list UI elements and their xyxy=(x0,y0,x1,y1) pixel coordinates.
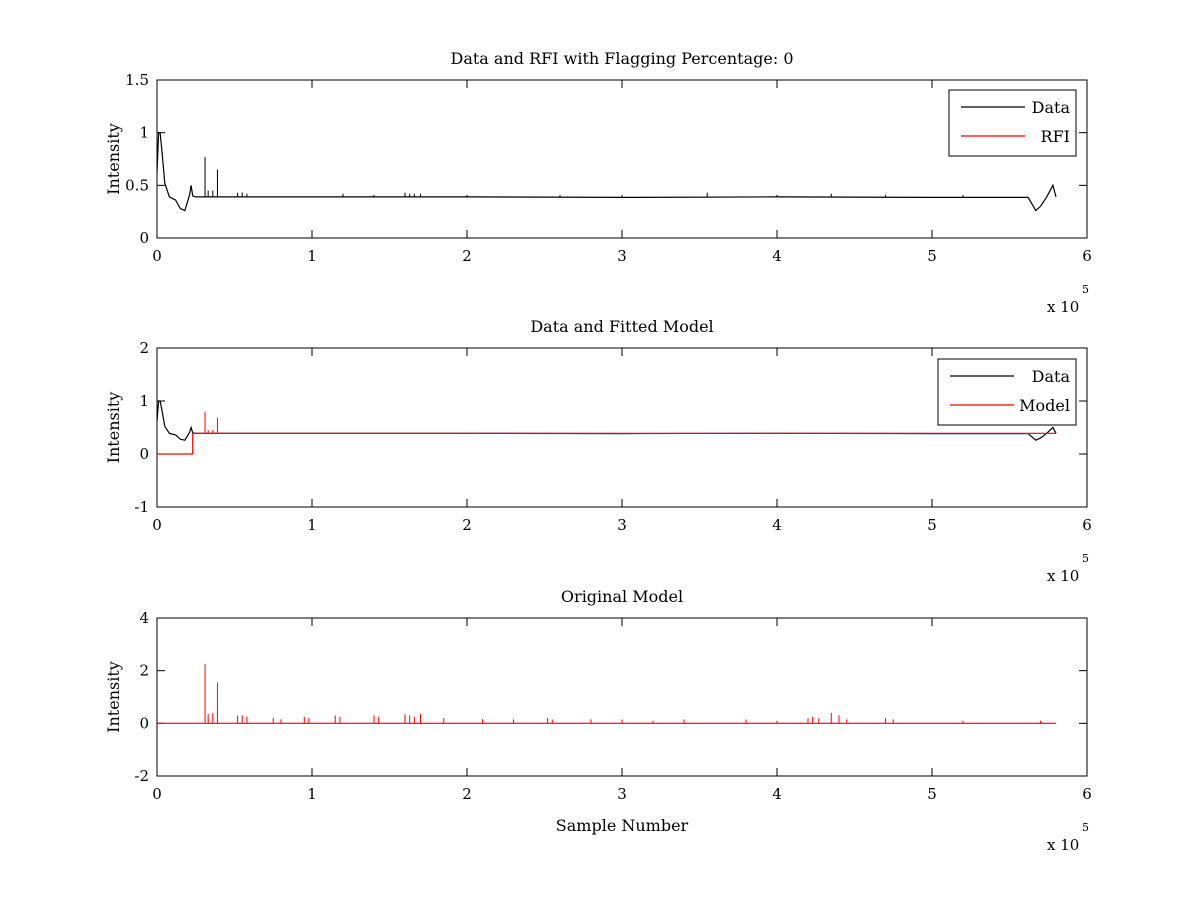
x-tick-label: 2 xyxy=(462,785,472,803)
x-tick-label: 3 xyxy=(617,785,627,803)
x-exponent-power: 5 xyxy=(1082,821,1089,834)
y-axis-label: Intensity xyxy=(104,661,123,733)
x-tick-label: 2 xyxy=(462,247,472,265)
x-tick-label: 6 xyxy=(1082,247,1092,265)
legend-box xyxy=(948,89,1077,157)
y-axis-label: Intensity xyxy=(104,392,123,464)
plot-area xyxy=(157,400,1057,455)
axes-box xyxy=(156,79,1088,239)
x-tick-label: 0 xyxy=(152,247,162,265)
legend-label: Data xyxy=(1032,367,1071,386)
x-tick-label: 5 xyxy=(927,247,937,265)
x-tick-label: 0 xyxy=(152,516,162,534)
y-tick-label: 2 xyxy=(139,662,149,680)
legend-label: Model xyxy=(1019,396,1070,415)
y-tick-label: 0 xyxy=(139,229,149,247)
series-model-line xyxy=(157,432,1056,455)
y-tick-label: 1.5 xyxy=(125,71,149,89)
y-axis-label: Intensity xyxy=(104,123,123,195)
y-tick-label: -2 xyxy=(134,767,149,785)
x-tick-label: 5 xyxy=(927,785,937,803)
x-tick-label: 4 xyxy=(772,247,782,265)
axes-box xyxy=(156,347,1088,508)
plot-area xyxy=(157,132,1057,212)
chart-title: Data and RFI with Flagging Percentage: 0 xyxy=(450,49,793,68)
x-tick-label: 3 xyxy=(617,516,627,534)
y-tick-label: -1 xyxy=(134,498,149,516)
x-tick-label: 6 xyxy=(1082,516,1092,534)
x-tick-label: 2 xyxy=(462,516,472,534)
y-tick-label: 0.5 xyxy=(125,176,149,194)
x-exponent-base: x 10 xyxy=(1047,298,1079,316)
legend-label: RFI xyxy=(1041,127,1070,146)
axes-box xyxy=(156,617,1088,777)
legend: Data RFI xyxy=(948,89,1077,157)
y-tick-label: 1 xyxy=(139,124,149,142)
x-tick-label: 6 xyxy=(1082,785,1092,803)
y-tick-label: 4 xyxy=(139,609,149,627)
legend-label: Data xyxy=(1032,98,1071,117)
x-exponent-base: x 10 xyxy=(1047,567,1079,585)
x-exponent-power: 5 xyxy=(1082,552,1089,565)
x-tick-label: 3 xyxy=(617,247,627,265)
x-tick-label: 4 xyxy=(772,785,782,803)
x-tick-label: 1 xyxy=(307,785,317,803)
x-tick-label: 0 xyxy=(152,785,162,803)
chart-title: Data and Fitted Model xyxy=(530,317,713,336)
x-exponent-power: 5 xyxy=(1082,283,1089,296)
legend: Data Model xyxy=(937,358,1077,426)
y-tick-label: 1 xyxy=(139,392,149,410)
x-tick-label: 4 xyxy=(772,516,782,534)
chart-title: Original Model xyxy=(561,587,683,606)
y-tick-label: 0 xyxy=(139,445,149,463)
y-tick-label: 2 xyxy=(139,339,149,357)
x-axis-label: Sample Number xyxy=(556,816,689,835)
x-tick-label: 5 xyxy=(927,516,937,534)
x-tick-label: 1 xyxy=(307,247,317,265)
y-tick-label: 0 xyxy=(139,714,149,732)
plot-area xyxy=(157,664,1056,724)
x-exponent-base: x 10 xyxy=(1047,836,1079,854)
legend-box xyxy=(937,358,1077,426)
x-tick-label: 1 xyxy=(307,516,317,534)
series-data-line xyxy=(157,132,1057,212)
